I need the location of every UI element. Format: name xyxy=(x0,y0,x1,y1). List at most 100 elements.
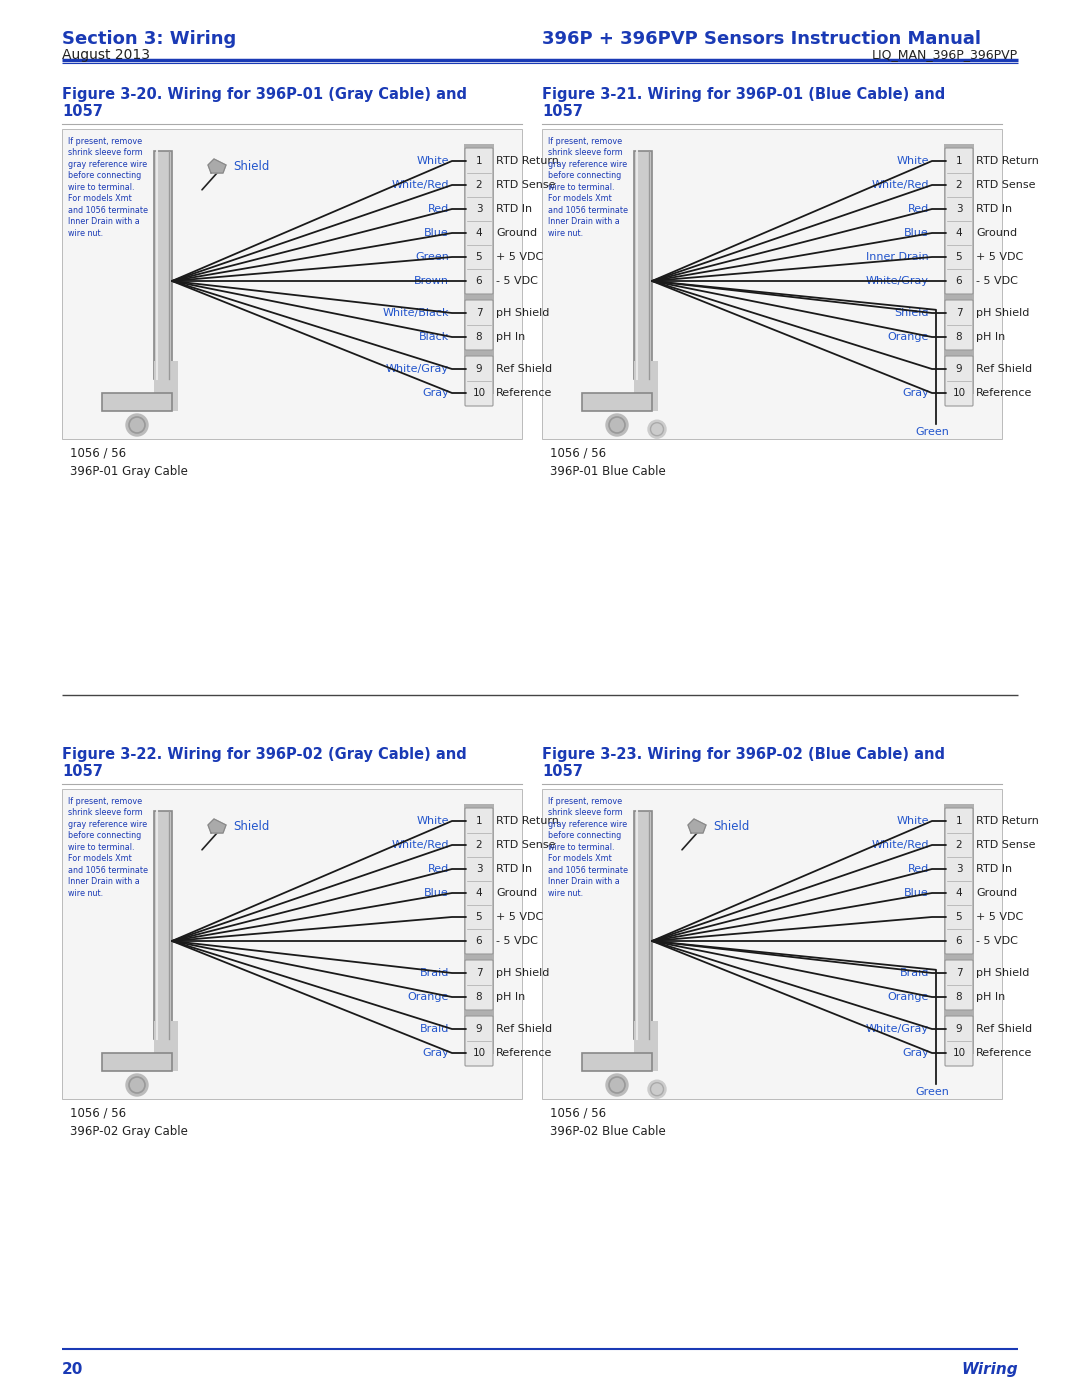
Circle shape xyxy=(606,1074,627,1097)
Text: White/Gray: White/Gray xyxy=(866,277,929,286)
Text: Braid: Braid xyxy=(900,968,929,978)
Text: Shield: Shield xyxy=(894,307,929,319)
Text: White/Black: White/Black xyxy=(382,307,449,319)
Bar xyxy=(634,812,652,1039)
Text: 8: 8 xyxy=(475,332,483,342)
Text: + 5 VDC: + 5 VDC xyxy=(976,912,1023,922)
Text: Green: Green xyxy=(915,1087,949,1097)
Text: 8: 8 xyxy=(956,332,962,342)
FancyBboxPatch shape xyxy=(465,807,492,954)
Text: Orange: Orange xyxy=(888,332,929,342)
Text: 2: 2 xyxy=(475,180,483,190)
Text: Wiring: Wiring xyxy=(961,1362,1018,1377)
Text: White: White xyxy=(896,816,929,826)
Circle shape xyxy=(648,420,666,439)
Text: 10: 10 xyxy=(953,388,966,398)
Text: 8: 8 xyxy=(475,992,483,1002)
Bar xyxy=(582,1053,652,1071)
Text: 1057: 1057 xyxy=(62,764,103,780)
Text: 5: 5 xyxy=(956,912,962,922)
Text: White: White xyxy=(417,156,449,166)
Bar xyxy=(464,805,494,1053)
Text: 1056 / 56
396P-02 Blue Cable: 1056 / 56 396P-02 Blue Cable xyxy=(550,1106,665,1139)
Bar xyxy=(154,360,178,411)
Text: 6: 6 xyxy=(475,936,483,946)
Bar xyxy=(944,805,974,1053)
Bar xyxy=(634,1021,658,1071)
Text: Shield: Shield xyxy=(233,159,269,172)
Text: White: White xyxy=(417,816,449,826)
Text: Ground: Ground xyxy=(496,888,537,898)
Text: RTD Sense: RTD Sense xyxy=(496,180,555,190)
Text: 1057: 1057 xyxy=(542,103,583,119)
Text: 1: 1 xyxy=(956,816,962,826)
Text: 4: 4 xyxy=(956,888,962,898)
Bar xyxy=(62,129,522,439)
Bar xyxy=(634,151,652,379)
Text: Red: Red xyxy=(908,863,929,875)
Text: Red: Red xyxy=(908,204,929,214)
Text: Blue: Blue xyxy=(424,888,449,898)
Text: Ref Shield: Ref Shield xyxy=(976,365,1032,374)
Text: August 2013: August 2013 xyxy=(62,47,150,61)
FancyBboxPatch shape xyxy=(945,960,973,1010)
Text: Braid: Braid xyxy=(420,968,449,978)
Text: Blue: Blue xyxy=(424,228,449,237)
Text: Green: Green xyxy=(415,251,449,263)
Text: 20: 20 xyxy=(62,1362,83,1377)
Text: pH Shield: pH Shield xyxy=(976,307,1029,319)
Bar xyxy=(582,393,652,411)
Text: Reference: Reference xyxy=(976,388,1032,398)
Text: RTD In: RTD In xyxy=(496,204,532,214)
Text: 4: 4 xyxy=(475,888,483,898)
Text: Gray: Gray xyxy=(422,388,449,398)
Text: White/Red: White/Red xyxy=(391,180,449,190)
Text: Reference: Reference xyxy=(976,1048,1032,1058)
Text: Black: Black xyxy=(419,332,449,342)
Text: White/Red: White/Red xyxy=(872,180,929,190)
Text: Figure 3-23. Wiring for 396P-02 (Blue Cable) and: Figure 3-23. Wiring for 396P-02 (Blue Ca… xyxy=(542,747,945,761)
Text: 10: 10 xyxy=(472,1048,486,1058)
Text: Orange: Orange xyxy=(407,992,449,1002)
Text: 3: 3 xyxy=(475,863,483,875)
Text: Gray: Gray xyxy=(422,1048,449,1058)
Text: RTD Return: RTD Return xyxy=(976,816,1039,826)
Circle shape xyxy=(648,1080,666,1098)
Bar xyxy=(464,144,494,394)
Text: RTD Return: RTD Return xyxy=(496,156,558,166)
Text: Figure 3-20. Wiring for 396P-01 (Gray Cable) and: Figure 3-20. Wiring for 396P-01 (Gray Ca… xyxy=(62,87,467,102)
Text: pH Shield: pH Shield xyxy=(496,968,550,978)
Polygon shape xyxy=(688,819,706,833)
Text: + 5 VDC: + 5 VDC xyxy=(976,251,1023,263)
Text: Ref Shield: Ref Shield xyxy=(496,365,552,374)
Text: + 5 VDC: + 5 VDC xyxy=(496,912,543,922)
Text: Brown: Brown xyxy=(414,277,449,286)
Bar xyxy=(542,789,1002,1099)
Text: 6: 6 xyxy=(956,936,962,946)
Text: LIQ_MAN_396P_396PVP: LIQ_MAN_396P_396PVP xyxy=(872,47,1018,61)
Text: 6: 6 xyxy=(475,277,483,286)
Bar xyxy=(154,1021,178,1071)
FancyBboxPatch shape xyxy=(945,300,973,351)
Bar xyxy=(62,789,522,1099)
Text: Shield: Shield xyxy=(713,820,750,833)
Circle shape xyxy=(126,414,148,436)
Text: 5: 5 xyxy=(475,912,483,922)
Text: 5: 5 xyxy=(956,251,962,263)
Text: - 5 VDC: - 5 VDC xyxy=(496,936,538,946)
Text: 1057: 1057 xyxy=(542,764,583,780)
Text: Gray: Gray xyxy=(902,388,929,398)
Text: White: White xyxy=(896,156,929,166)
Text: Ground: Ground xyxy=(496,228,537,237)
Text: If present, remove
shrink sleeve form
gray reference wire
before connecting
wire: If present, remove shrink sleeve form gr… xyxy=(68,137,148,237)
Text: pH In: pH In xyxy=(976,992,1005,1002)
Text: - 5 VDC: - 5 VDC xyxy=(496,277,538,286)
Text: Blue: Blue xyxy=(904,228,929,237)
Text: 1056 / 56
396P-01 Gray Cable: 1056 / 56 396P-01 Gray Cable xyxy=(70,447,188,478)
Text: White/Red: White/Red xyxy=(391,840,449,849)
Text: 3: 3 xyxy=(475,204,483,214)
FancyBboxPatch shape xyxy=(945,1016,973,1066)
Text: RTD In: RTD In xyxy=(496,863,532,875)
Text: RTD Return: RTD Return xyxy=(976,156,1039,166)
Polygon shape xyxy=(208,159,226,173)
